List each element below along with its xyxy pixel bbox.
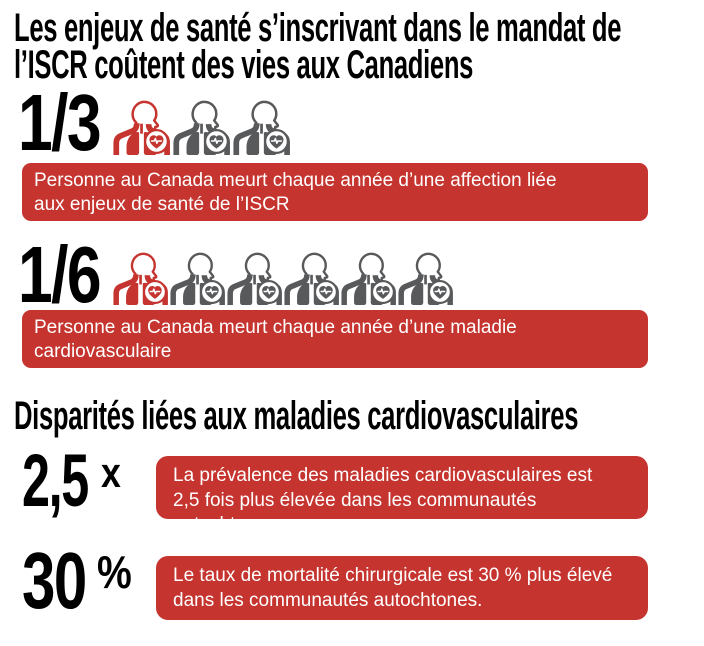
person-lungs-heart-icon [234, 100, 289, 155]
stat-unit-percent: % [97, 546, 132, 598]
person-lungs-heart-icon [114, 252, 167, 305]
person-lungs-heart-icon [174, 100, 229, 155]
section-heading-disparites: Disparités liées aux maladies cardiovasc… [14, 394, 579, 438]
page-title-text1: Les enjeux de santé s’inscrivant dans le… [14, 6, 622, 50]
stat-unit-x: x [101, 449, 121, 496]
ratio-value-one-third: 1/3 [18, 78, 102, 167]
person-icon-strip-one-sixth [114, 252, 452, 305]
banner-line1: Personne au Canada meurt chaque année d’… [34, 170, 557, 191]
person-lungs-heart-icon [285, 252, 338, 305]
person-lungs-heart-icon [228, 252, 281, 305]
banner-line2: cardiovasculaire [34, 341, 172, 362]
page-title-text2: l’ISCR coûtent des vies aux Canadiens [14, 43, 474, 87]
page-title-line2: l’ISCR coûtent des vies aux Canadiens [14, 43, 704, 87]
ratio-value-one-sixth: 1/6 [18, 230, 102, 319]
person-lungs-heart-icon [399, 252, 452, 305]
stat-value-2-5: 2,5 [22, 439, 89, 522]
stat-box-line2: 2,5 fois plus élevée dans les communauté… [173, 489, 537, 536]
person-icon-strip-one-third [114, 100, 289, 155]
banner-line2: aux enjeux de santé de l’ISCR [34, 194, 290, 215]
stat-banner-iscr: Personne au Canada meurt chaque année d’… [22, 163, 648, 221]
stat-box-line1: La prévalence des maladies cardiovascula… [173, 465, 593, 486]
stat-box-line1: Le taux de mortalité chirurgicale est 30… [173, 565, 613, 586]
stat-box-line2: dans les communautés autochtones. [173, 589, 483, 611]
stat-box-mortalite: Le taux de mortalité chirurgicale est 30… [156, 556, 648, 620]
banner-line1: Personne au Canada meurt chaque année d’… [34, 317, 517, 338]
stat-box-prevalence: La prévalence des maladies cardiovascula… [156, 456, 648, 535]
person-lungs-heart-icon [342, 252, 395, 305]
person-lungs-heart-icon [114, 100, 169, 155]
page-title-line1: Les enjeux de santé s’inscrivant dans le… [14, 6, 704, 50]
person-lungs-heart-icon [171, 252, 224, 305]
stat-value-30: 30 [22, 536, 87, 625]
stat-banner-cardio: Personne au Canada meurt chaque année d’… [22, 310, 648, 368]
